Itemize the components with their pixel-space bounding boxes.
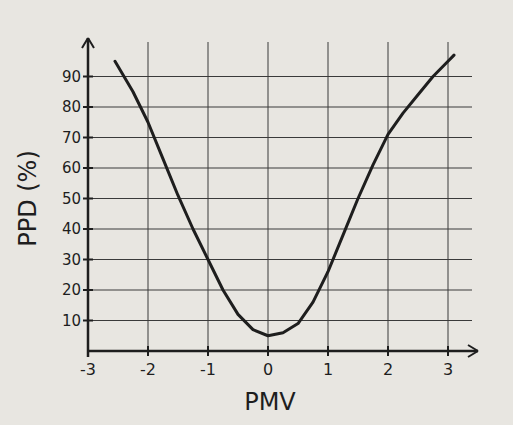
- grid-line-x: [448, 42, 449, 351]
- grid-line-y: [88, 320, 472, 321]
- plot-area: [115, 55, 454, 336]
- y-tick: [83, 320, 93, 322]
- x-tick-label: -3: [80, 360, 96, 379]
- grid-line-x: [268, 42, 269, 351]
- y-tick: [83, 289, 93, 291]
- y-tick-label: 10: [62, 312, 81, 330]
- grid-line-x: [208, 42, 209, 351]
- grid-line-y: [88, 107, 472, 108]
- y-tick: [83, 76, 93, 78]
- x-tick: [387, 346, 389, 356]
- y-tick-label: 20: [62, 281, 81, 299]
- x-tick-label: -2: [140, 360, 156, 379]
- grid-line-y: [88, 168, 472, 169]
- y-tick-label: 40: [62, 220, 81, 238]
- grid-line-x: [328, 42, 329, 351]
- x-tick: [147, 346, 149, 356]
- x-tick-label: -1: [200, 360, 216, 379]
- y-tick: [83, 198, 93, 200]
- x-axis: [88, 350, 478, 353]
- y-axis-title: PPD (%): [14, 150, 42, 247]
- y-tick-label: 50: [62, 190, 81, 208]
- grid-line-x: [388, 42, 389, 351]
- y-tick: [83, 259, 93, 261]
- grid: [88, 42, 472, 351]
- x-tick-label: 2: [383, 360, 393, 379]
- y-tick: [83, 228, 93, 230]
- x-tick-label: 3: [443, 360, 453, 379]
- x-tick: [447, 346, 449, 356]
- x-tick-label: 0: [263, 360, 273, 379]
- grid-line-y: [88, 198, 472, 199]
- grid-line-y: [88, 76, 472, 77]
- x-tick-label: 1: [323, 360, 333, 379]
- ppd-curve: [115, 55, 454, 336]
- y-tick: [83, 167, 93, 169]
- y-tick: [83, 137, 93, 139]
- y-tick-label: 80: [62, 98, 81, 116]
- y-tick-label: 90: [62, 68, 81, 86]
- background: [0, 0, 513, 425]
- grid-line-y: [88, 137, 472, 138]
- y-axis-arrow: [82, 38, 94, 48]
- x-axis-title: PMV: [244, 388, 296, 416]
- x-tick: [267, 346, 269, 356]
- grid-line-y: [88, 259, 472, 260]
- grid-line-y: [88, 229, 472, 230]
- grid-line-y: [88, 290, 472, 291]
- y-tick-label: 30: [62, 251, 81, 269]
- chart: -3 -2 -1 0 1 2 3 10 20 30 40 50 60 70 80 90 PMV PPD (%): [0, 0, 513, 425]
- y-tick-label: 70: [62, 129, 81, 147]
- y-tick: [83, 106, 93, 108]
- y-tick-label: 60: [62, 159, 81, 177]
- x-tick: [87, 346, 89, 356]
- x-tick: [327, 346, 329, 356]
- x-tick: [207, 346, 209, 356]
- x-axis-arrow: [468, 345, 478, 357]
- grid-line-x: [148, 42, 149, 351]
